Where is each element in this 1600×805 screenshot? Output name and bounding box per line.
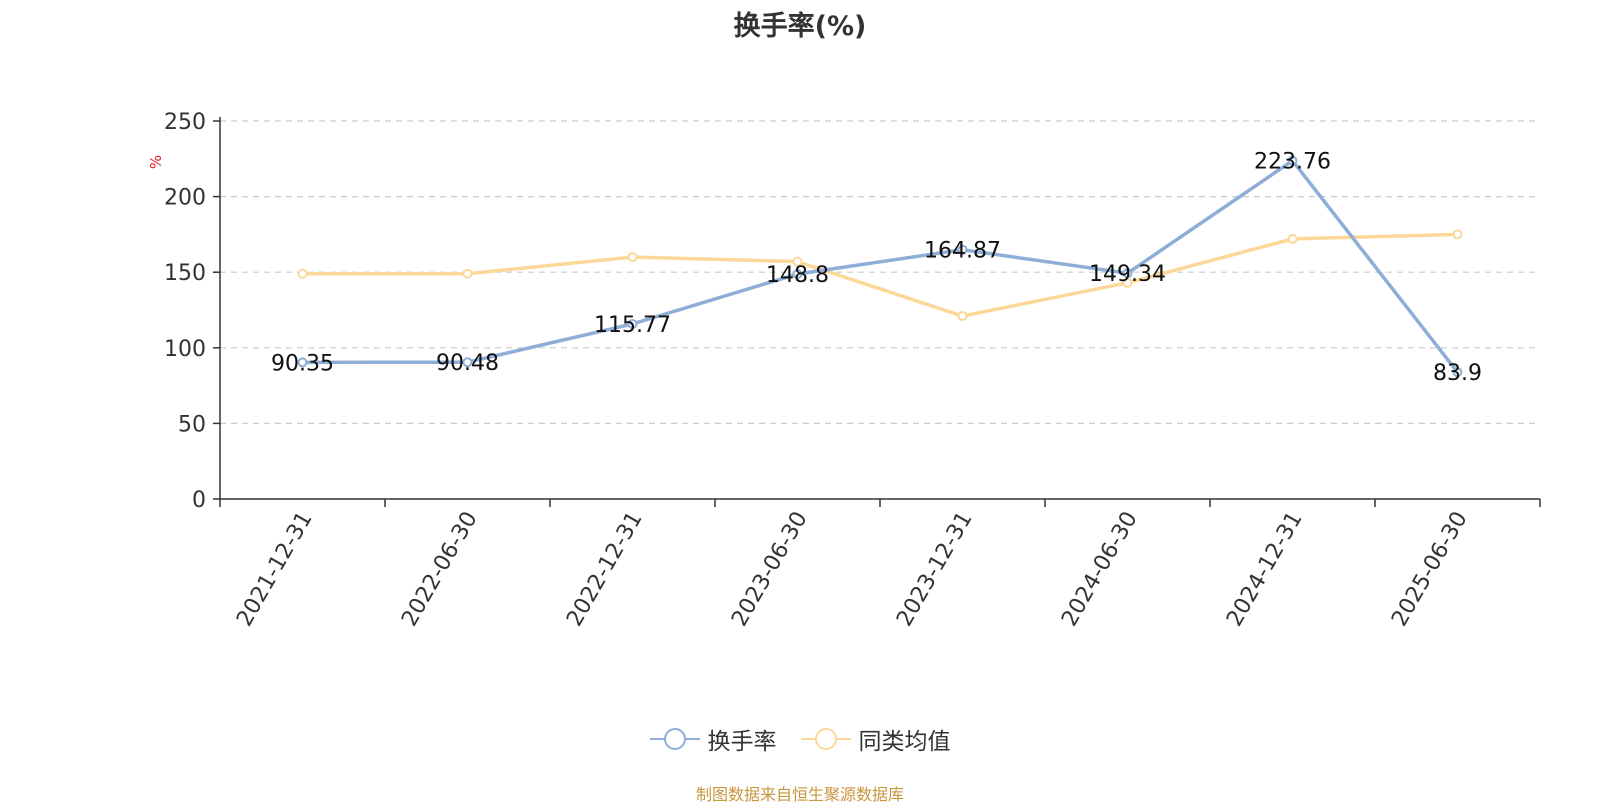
data-label: 149.34 xyxy=(1089,262,1166,287)
x-tick-label: 2021-12-31 xyxy=(232,508,318,631)
data-point xyxy=(1122,268,1133,279)
legend-item-peer-average[interactable]: 同类均值 xyxy=(800,722,951,756)
x-tick-label: 2023-12-31 xyxy=(892,508,978,631)
data-source-note: 制图数据来自恒生聚源数据库 xyxy=(695,785,904,804)
legend-circle-icon xyxy=(800,728,851,750)
data-point xyxy=(1287,233,1298,244)
series-lines xyxy=(297,155,1463,378)
data-point xyxy=(297,357,308,368)
data-label: 223.76 xyxy=(1254,150,1331,175)
data-label: 90.35 xyxy=(271,351,334,376)
chart-title: 换手率(%) xyxy=(733,11,867,42)
data-point xyxy=(792,256,803,267)
y-axis-label: % xyxy=(147,155,165,169)
y-tick-label: 0 xyxy=(192,488,206,513)
legend-circle-icon xyxy=(649,728,700,750)
data-point xyxy=(957,311,968,322)
data-label: 115.77 xyxy=(594,313,671,338)
data-labels: 90.35 90.48 115.77 148.8 164.87 149.34 223.76 8… xyxy=(271,150,1482,386)
legend: 换手率 同类均值 xyxy=(0,722,1600,756)
legend-label-peer-average: 同类均值 xyxy=(858,729,951,755)
y-tick-label: 150 xyxy=(164,261,206,286)
y-tick-label: 200 xyxy=(164,186,206,211)
data-label: 164.87 xyxy=(924,239,1001,264)
data-label: 90.48 xyxy=(436,351,499,376)
data-point xyxy=(792,269,803,280)
x-tick-label: 2022-06-30 xyxy=(397,508,483,631)
axes: 0 50 100 150 200 250% 2021-12-31 2022-06-30 2022… xyxy=(147,110,1541,631)
data-point xyxy=(627,252,638,263)
data-label: 148.8 xyxy=(766,263,829,288)
x-tick-label: 2023-06-30 xyxy=(727,508,813,631)
legend-item-turnover[interactable]: 换手率 xyxy=(649,722,777,756)
data-point xyxy=(1452,229,1463,240)
x-tick-label: 2024-06-30 xyxy=(1057,508,1143,631)
data-point xyxy=(297,268,308,279)
data-point xyxy=(462,357,473,368)
y-tick-label: 50 xyxy=(178,412,206,437)
data-point xyxy=(1287,155,1298,166)
data-point xyxy=(1452,367,1463,378)
x-tick-label: 2024-12-31 xyxy=(1222,508,1308,631)
data-point xyxy=(1122,277,1133,288)
legend-label-turnover: 换手率 xyxy=(707,729,777,755)
data-point xyxy=(957,244,968,255)
y-tick-label: 100 xyxy=(164,337,206,362)
x-tick-label: 2025-06-30 xyxy=(1387,508,1473,631)
data-point xyxy=(627,318,638,329)
series-line-peer-average xyxy=(302,232,1458,318)
x-tick-label: 2022-12-31 xyxy=(562,508,648,631)
data-point xyxy=(462,268,473,279)
data-label: 83.9 xyxy=(1433,361,1482,386)
y-tick-label: 250 xyxy=(164,110,206,135)
series-line-turnover xyxy=(302,158,1459,374)
